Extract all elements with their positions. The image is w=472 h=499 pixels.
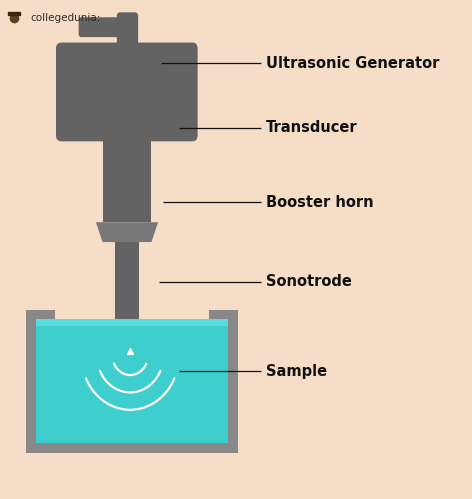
Bar (26, 310, 55, 319)
Text: collegedunia:: collegedunia: (30, 13, 101, 23)
Bar (35, 319, 228, 326)
FancyBboxPatch shape (56, 42, 198, 141)
Text: Sample: Sample (266, 364, 327, 379)
Bar (26, 319, 35, 453)
Bar (228, 319, 237, 453)
Bar (26, 442, 237, 453)
Text: Transducer: Transducer (266, 120, 357, 135)
Bar (115, 242, 139, 364)
Bar (209, 310, 238, 319)
Text: Sonotrode: Sonotrode (266, 274, 352, 289)
FancyBboxPatch shape (117, 12, 138, 52)
Text: Booster horn: Booster horn (266, 195, 373, 210)
Text: Ultrasonic Generator: Ultrasonic Generator (266, 56, 439, 71)
Polygon shape (81, 27, 87, 34)
FancyBboxPatch shape (79, 17, 126, 37)
Polygon shape (96, 222, 158, 242)
Bar (35, 319, 228, 443)
Bar (102, 133, 152, 222)
